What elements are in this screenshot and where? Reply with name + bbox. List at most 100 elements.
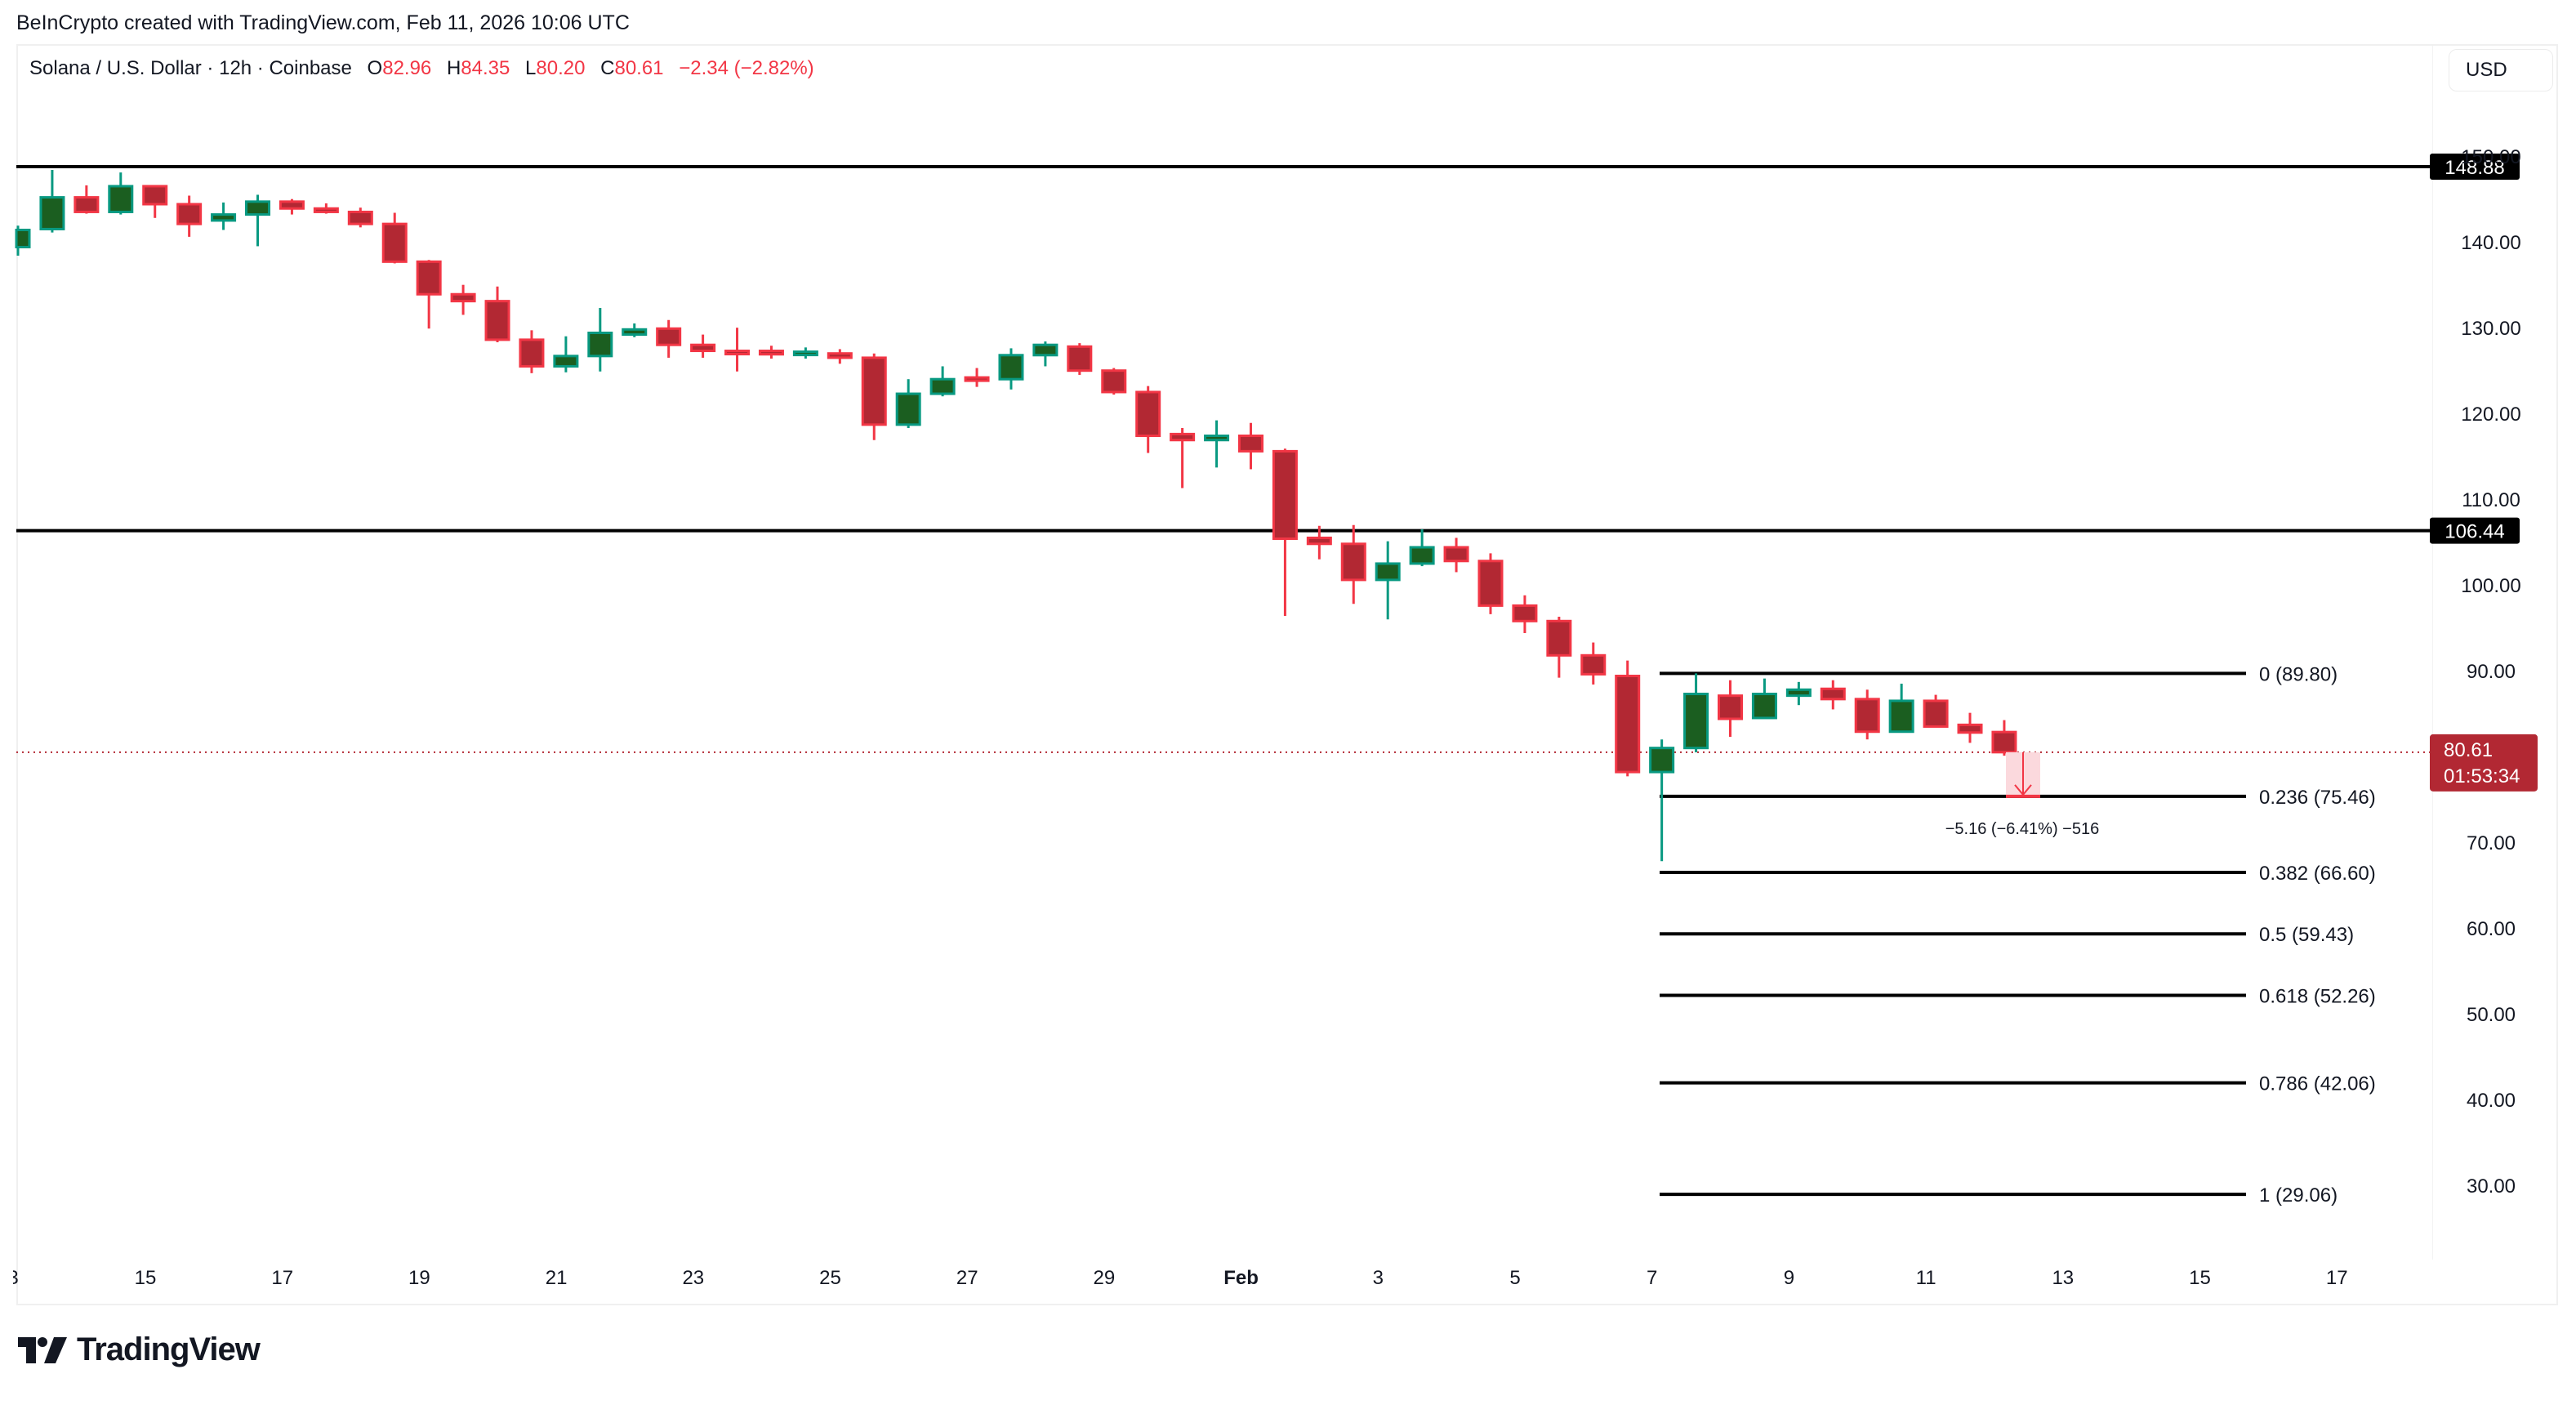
bearish-candle bbox=[1991, 720, 2017, 756]
candle-body bbox=[245, 200, 271, 216]
price-range-measurement[interactable]: −5.16 (−6.41%) −516 bbox=[1945, 752, 2099, 838]
fibonacci-retracement[interactable]: 0 (89.80) 0.236 (75.46) 0.382 (66.60) 0.5 (… bbox=[1660, 663, 2376, 1207]
candle-body bbox=[15, 228, 31, 248]
bullish-candle bbox=[15, 225, 31, 256]
current-price-label: 80.61 bbox=[2444, 739, 2493, 761]
date-tick-label: 13 bbox=[2052, 1267, 2074, 1289]
bullish-candle bbox=[929, 366, 956, 397]
candle-body bbox=[553, 355, 579, 368]
candle-body bbox=[1785, 688, 1812, 698]
chart-credit: BeInCrypto created with TradingView.com,… bbox=[16, 11, 630, 34]
bullish-candle bbox=[1649, 739, 1675, 862]
price-tick-label: 70.00 bbox=[2467, 832, 2516, 854]
candle-body bbox=[1443, 546, 1469, 563]
level-price-badge bbox=[2430, 154, 2520, 180]
candle-body bbox=[416, 260, 442, 296]
date-tick-label: 15 bbox=[2189, 1267, 2211, 1289]
candle-body bbox=[792, 350, 818, 357]
candle-body bbox=[519, 338, 545, 368]
candle-body bbox=[690, 343, 716, 353]
tradingview-logo-text: TradingView bbox=[77, 1331, 261, 1367]
price-tick-label: 60.00 bbox=[2467, 918, 2516, 940]
bearish-candle bbox=[1580, 642, 1607, 685]
candle-body bbox=[964, 376, 990, 382]
candle-body bbox=[1306, 536, 1332, 546]
price-tick-label: 50.00 bbox=[2467, 1004, 2516, 1026]
bullish-candle bbox=[895, 379, 921, 429]
bearish-candle bbox=[964, 368, 990, 387]
candle-body bbox=[108, 185, 134, 213]
tradingview-logo-icon bbox=[18, 1336, 67, 1363]
open-value: 82.96 bbox=[382, 57, 432, 79]
bearish-candle bbox=[1546, 617, 1572, 678]
bearish-candle bbox=[347, 207, 373, 228]
fib-level-label: 0.236 (75.46) bbox=[2259, 787, 2376, 809]
date-tick-label: 21 bbox=[546, 1267, 568, 1289]
candle-body bbox=[313, 207, 339, 213]
candle-body bbox=[1718, 694, 1743, 720]
price-axis[interactable]: 150.00 140.00 130.00 120.00 110.00 100.00 90.0… bbox=[2461, 146, 2520, 1198]
bearish-candle bbox=[1101, 368, 1127, 395]
candle-body bbox=[1512, 604, 1538, 622]
symbol-title[interactable]: Solana / U.S. Dollar · 12h · Coinbase bbox=[29, 57, 352, 79]
candle-body bbox=[1615, 674, 1641, 774]
candle-body bbox=[211, 213, 237, 222]
candle-body bbox=[484, 300, 510, 341]
candle-body bbox=[1375, 562, 1401, 582]
bullish-candle bbox=[998, 348, 1024, 390]
candle-body bbox=[74, 196, 100, 213]
bearish-candle bbox=[313, 203, 339, 214]
candle-body bbox=[1409, 546, 1435, 565]
bullish-candle bbox=[587, 308, 613, 372]
date-tick-label: 19 bbox=[408, 1267, 430, 1289]
bearish-candle bbox=[724, 328, 751, 372]
price-tick-label: 130.00 bbox=[2461, 318, 2520, 340]
bearish-candle bbox=[74, 185, 100, 214]
bearish-candle bbox=[1820, 680, 1846, 710]
bearish-candle bbox=[1237, 422, 1263, 470]
fib-level-label: 0.618 (52.26) bbox=[2259, 986, 2376, 1008]
bullish-candle bbox=[245, 194, 271, 247]
bullish-candle bbox=[1888, 683, 1914, 734]
bearish-candle bbox=[1272, 448, 1298, 616]
tradingview-logo[interactable]: TradingView bbox=[18, 1331, 261, 1368]
candle-body bbox=[1991, 730, 2017, 754]
candle-body bbox=[1032, 343, 1058, 357]
candle-body bbox=[39, 196, 65, 230]
price-tick-label: 100.00 bbox=[2461, 575, 2520, 597]
close-label: C bbox=[600, 57, 615, 79]
candle-body bbox=[895, 392, 921, 426]
candlesticks bbox=[15, 169, 2017, 862]
time-axis[interactable]: 3 15 17 19 21 23 25 27 29 Feb 3 5 7 9 11 13 15 17 bbox=[7, 1267, 2347, 1289]
candle-body bbox=[1820, 687, 1846, 701]
bearish-candle bbox=[1512, 595, 1538, 633]
price-tick-label: 40.00 bbox=[2467, 1090, 2516, 1112]
bullish-candle bbox=[1751, 678, 1777, 720]
currency-button[interactable]: USD bbox=[2449, 49, 2553, 91]
candle-body bbox=[1854, 698, 1880, 734]
level-price-label: 148.88 bbox=[2445, 157, 2504, 179]
candle-body bbox=[1170, 432, 1196, 442]
horizontal-levels[interactable]: 148.88 106.44 bbox=[16, 154, 2520, 544]
bearish-candle bbox=[1170, 428, 1196, 488]
candle-body bbox=[1957, 723, 1983, 734]
fib-level-label: 0.382 (66.60) bbox=[2259, 863, 2376, 885]
bearish-candle bbox=[1443, 537, 1469, 573]
candle-body bbox=[1923, 699, 1949, 728]
fib-level-label: 1 (29.06) bbox=[2259, 1184, 2338, 1207]
price-tick-label: 30.00 bbox=[2467, 1175, 2516, 1198]
candle-countdown-label: 01:53:34 bbox=[2444, 765, 2520, 787]
candle-body bbox=[1751, 693, 1777, 720]
bearish-candle bbox=[1957, 712, 1983, 743]
fib-level-label: 0.5 (59.43) bbox=[2259, 924, 2354, 946]
date-tick-label: 9 bbox=[1784, 1267, 1794, 1289]
bullish-candle bbox=[39, 169, 65, 233]
level-price-badge bbox=[2430, 517, 2520, 544]
price-tick-label: 90.00 bbox=[2467, 661, 2516, 683]
bullish-candle bbox=[553, 336, 579, 372]
bearish-candle bbox=[450, 284, 476, 315]
candle-body bbox=[142, 185, 168, 206]
bearish-candle bbox=[1067, 343, 1093, 375]
measure-label: −5.16 (−6.41%) −516 bbox=[1945, 820, 2099, 838]
